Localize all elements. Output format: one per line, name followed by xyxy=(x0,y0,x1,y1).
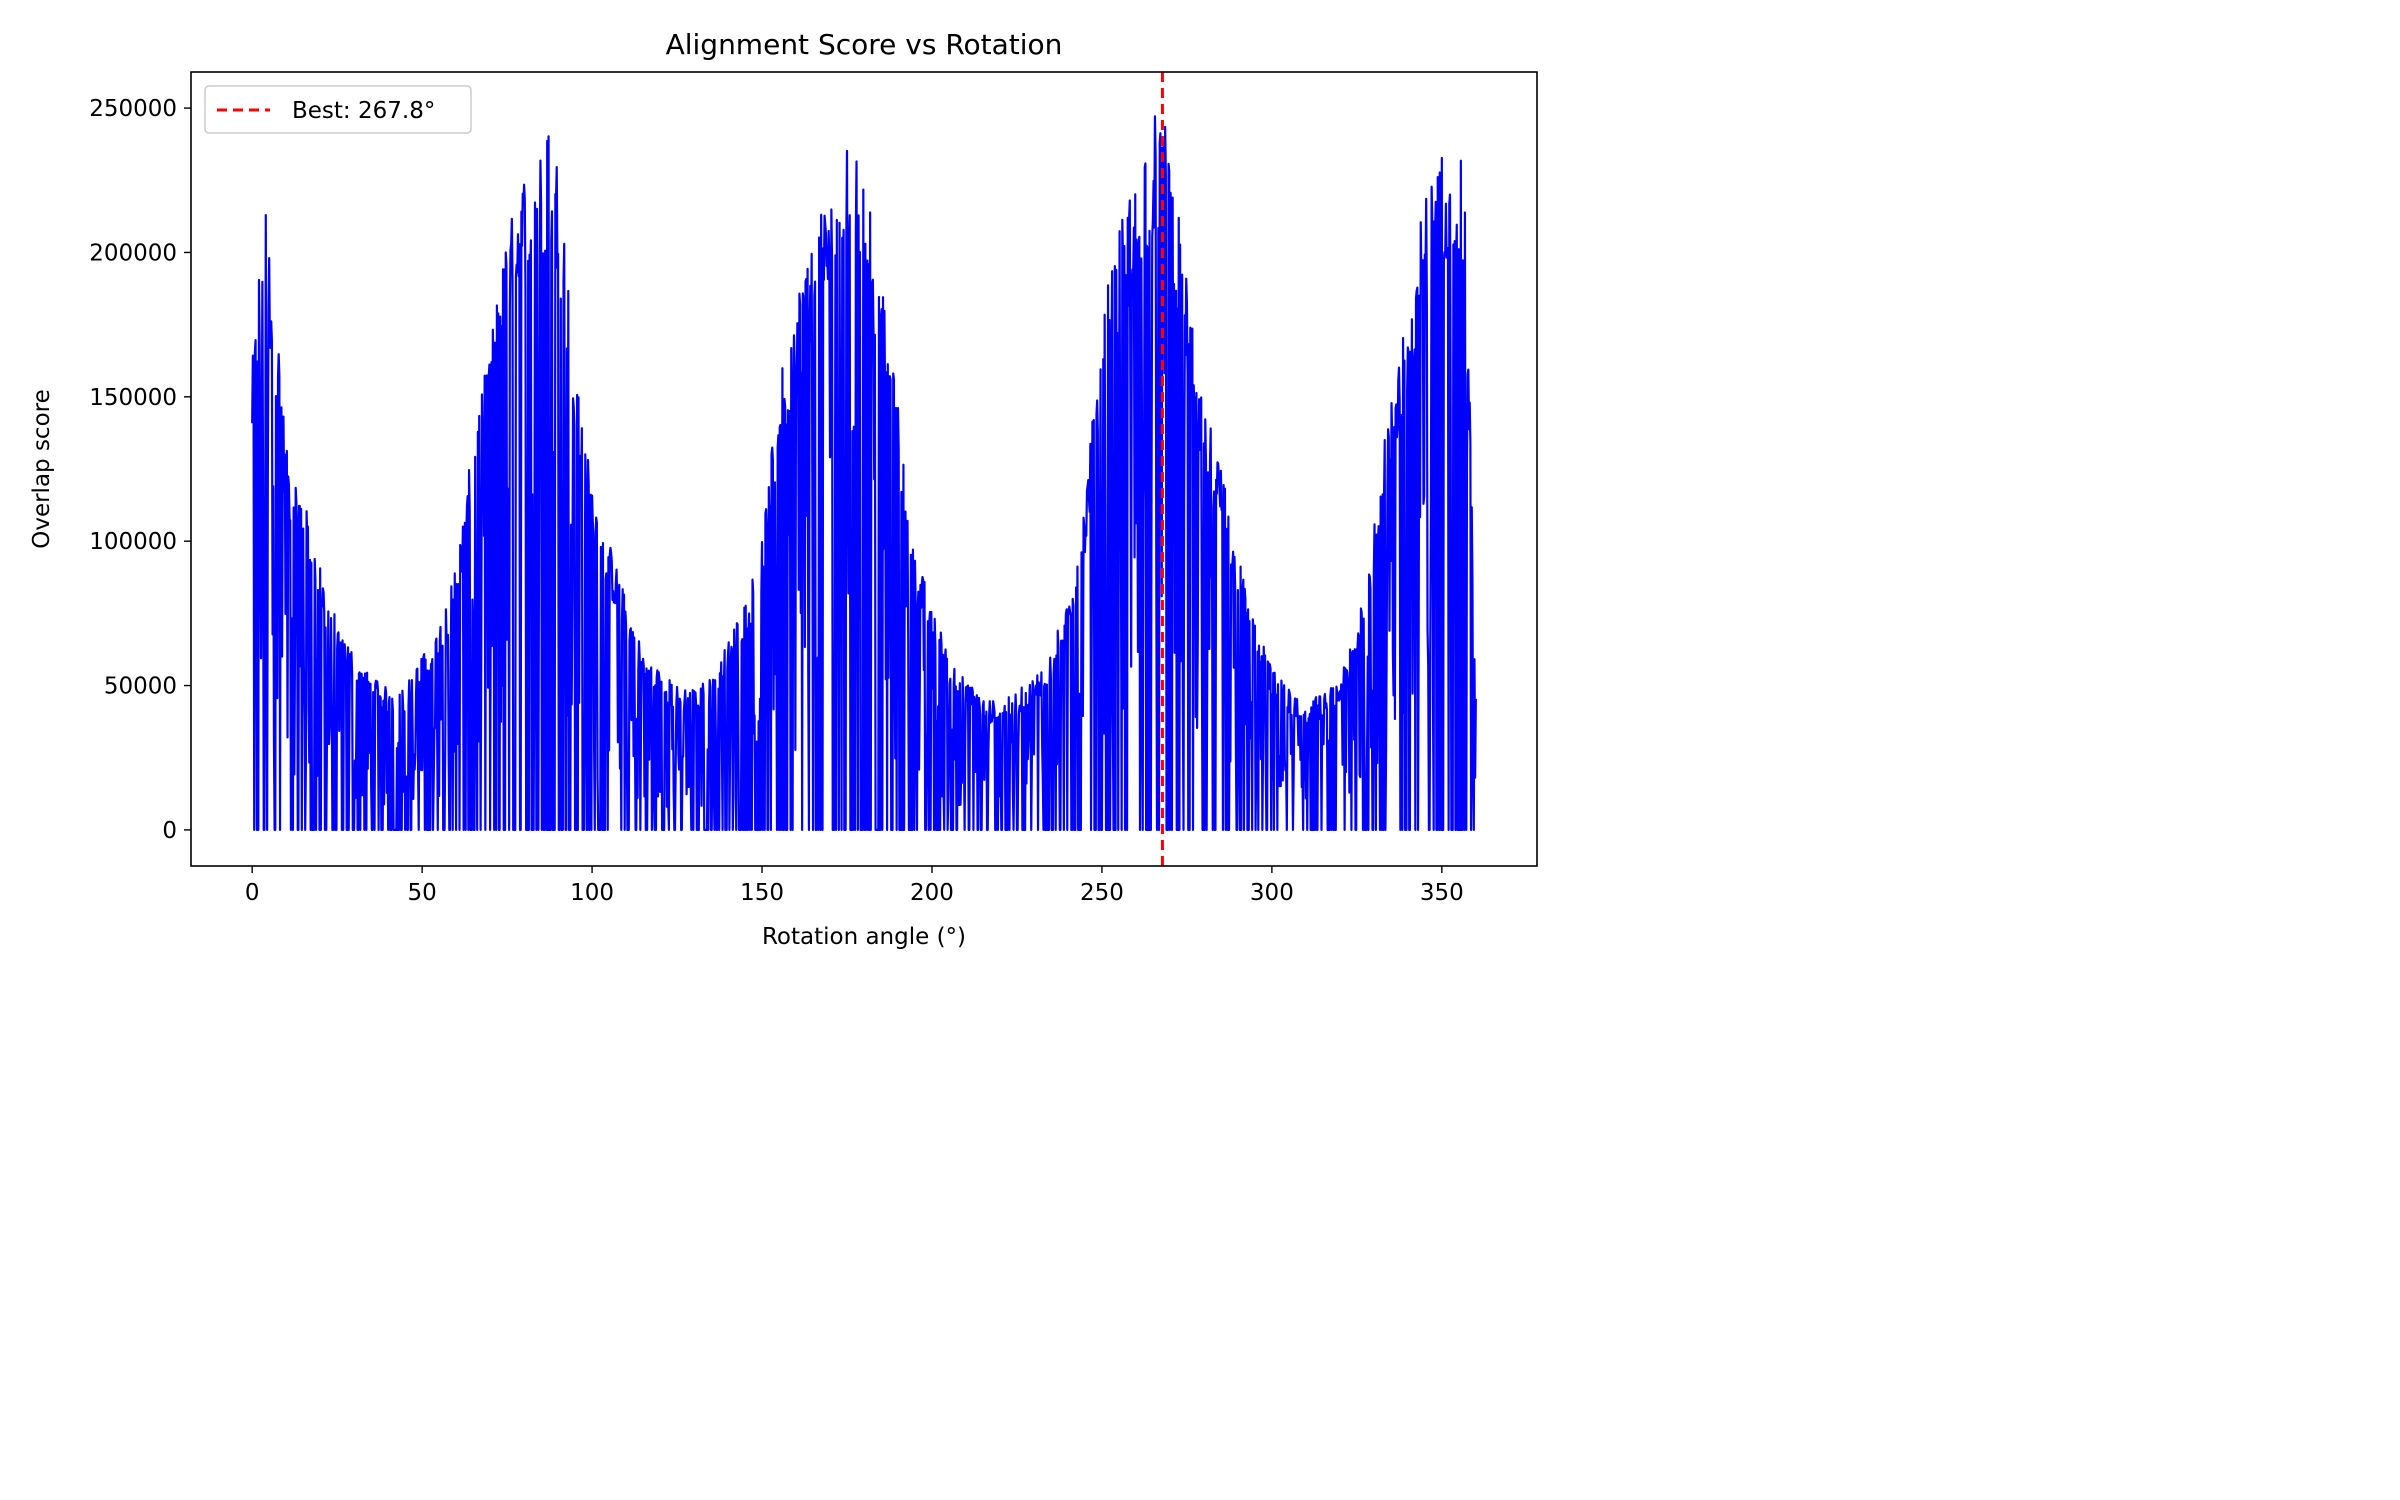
x-tick-label: 250 xyxy=(1080,880,1124,906)
x-tick-label: 350 xyxy=(1420,880,1464,906)
x-axis: 0 50 100 150 200 250 300 350 xyxy=(245,866,1464,906)
legend-box xyxy=(204,85,472,134)
legend-label: Best: 267.8° xyxy=(292,98,435,124)
x-tick-label: 150 xyxy=(740,880,784,906)
y-tick-label: 200000 xyxy=(89,240,177,266)
y-axis-label: Overlap score xyxy=(29,389,55,549)
x-tick-label: 50 xyxy=(407,880,436,906)
plot-area xyxy=(190,71,1538,867)
x-tick-label: 100 xyxy=(570,880,614,906)
y-tick-label: 250000 xyxy=(89,96,177,122)
x-axis-label: Rotation angle (°) xyxy=(762,924,966,950)
y-axis: 0 50000 100000 150000 200000 250000 xyxy=(89,96,191,844)
series-layer xyxy=(251,115,1477,832)
chart-title: Alignment Score vs Rotation xyxy=(666,28,1063,61)
y-tick-label: 0 xyxy=(162,818,177,844)
y-tick-label: 150000 xyxy=(89,385,177,411)
x-tick-label: 0 xyxy=(245,880,260,906)
legend: Best: 267.8° xyxy=(204,85,472,134)
y-tick-label: 100000 xyxy=(89,529,177,555)
x-tick-label: 300 xyxy=(1250,880,1294,906)
plot-frame xyxy=(190,71,1538,867)
series-line xyxy=(251,115,1477,832)
line-chart: Alignment Score vs Rotation 0 50 100 150 200… xyxy=(0,0,1568,980)
y-tick-label: 50000 xyxy=(104,674,177,700)
x-tick-label: 200 xyxy=(910,880,954,906)
